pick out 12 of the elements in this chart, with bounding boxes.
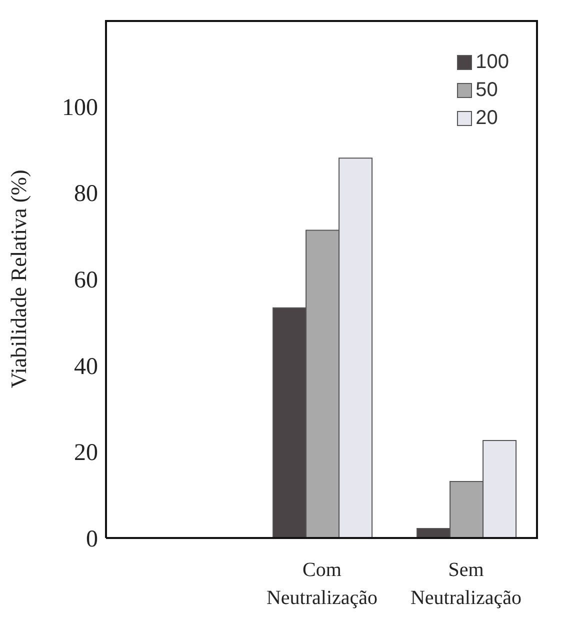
legend-label: 100 [476,50,509,75]
y-tick-label: 40 [74,354,98,380]
x-tick-label: Com Neutralização [266,559,378,609]
legend-label: 20 [476,106,498,131]
x-tick-label: Sem Neutralização [410,559,522,609]
legend-label: 50 [476,78,498,103]
y-axis-title: Viabilidade Relativa (%) [6,170,31,388]
y-tick-label: 60 [74,268,98,294]
y-tick-label: 80 [74,181,98,208]
y-tick-label: 20 [74,440,98,466]
y-tick-label: 100 [62,94,98,121]
y-tick-label: 0 [86,526,98,553]
